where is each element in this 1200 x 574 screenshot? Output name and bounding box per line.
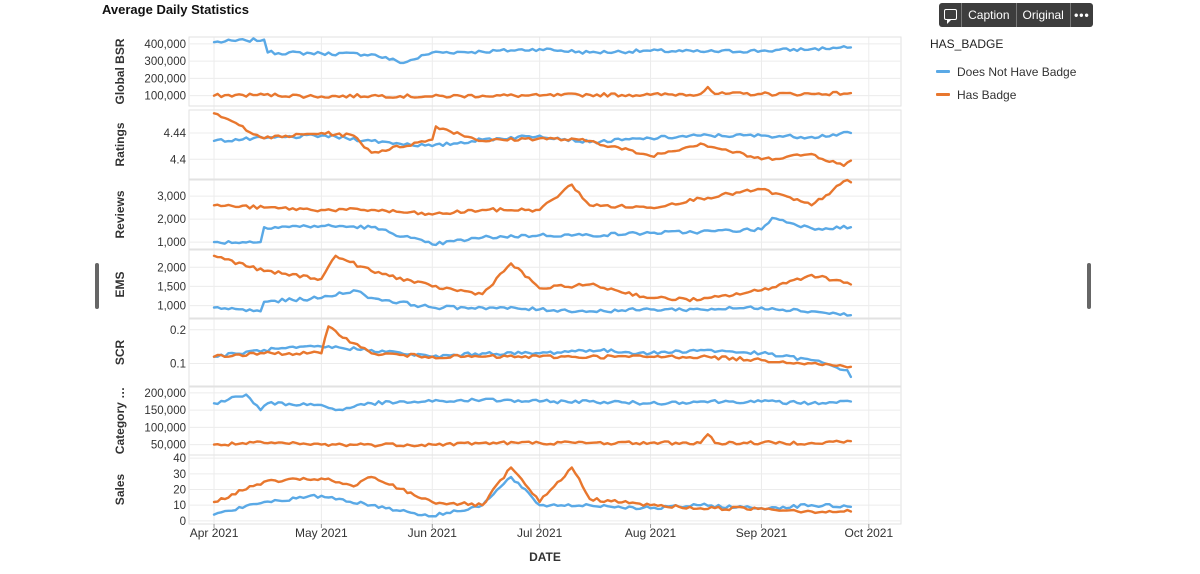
panel-y-label: SCR (113, 340, 127, 366)
y-tick-label: 40 (173, 453, 186, 465)
x-axis-title: DATE (529, 550, 561, 564)
x-tick-label: Jun 2021 (408, 526, 458, 540)
series-line-has-badge (212, 466, 853, 515)
y-tick-label: 150,000 (144, 405, 186, 417)
legend-label-has-badge: Has Badge (957, 87, 1017, 102)
panel-y-label: Category … (113, 387, 127, 454)
y-tick-label: 10 (173, 500, 186, 512)
x-tick-label: Aug 2021 (625, 526, 677, 540)
series-line-has-badge (212, 178, 853, 217)
panel-y-label: Reviews (113, 190, 127, 238)
series-line-has-badge (212, 325, 853, 369)
caption-button[interactable]: Caption (962, 3, 1017, 27)
x-tick-label: Oct 2021 (844, 526, 893, 540)
y-tick-label: 2,000 (157, 214, 186, 226)
y-tick-label: 30 (173, 469, 186, 481)
y-tick-label: 4.4 (170, 154, 187, 166)
y-tick-label: 1,000 (157, 237, 186, 249)
series-line-has-badge (212, 433, 853, 448)
panel-frame (188, 179, 902, 250)
y-tick-label: 50,000 (151, 440, 186, 452)
legend-item-no-badge[interactable]: Does Not Have Badge (930, 60, 1076, 83)
series-line-no-badge (212, 393, 853, 412)
series-line-no-badge (212, 37, 853, 65)
y-tick-label: 0 (180, 516, 186, 528)
x-tick-label: May 2021 (295, 526, 348, 540)
series-line-no-badge (212, 475, 853, 518)
panel-frame (188, 109, 902, 180)
series-line-has-badge (212, 112, 853, 168)
series-line-no-badge (212, 344, 853, 379)
series-line-no-badge (212, 289, 853, 317)
panel-frame (188, 317, 902, 388)
y-tick-label: 3,000 (157, 191, 186, 203)
comment-icon[interactable] (939, 3, 963, 27)
y-tick-label: 0.1 (170, 358, 186, 370)
series-line-has-badge (212, 85, 853, 99)
y-tick-label: 200,000 (144, 388, 186, 400)
legend: HAS_BADGE Does Not Have Badge Has Badge (930, 37, 1076, 106)
panel-frame (188, 36, 902, 107)
y-tick-label: 300,000 (144, 56, 186, 68)
panel-y-label: Ratings (113, 122, 127, 166)
y-tick-label: 100,000 (144, 422, 186, 434)
legend-swatch-has-badge (936, 93, 950, 96)
panel-y-label: EMS (113, 271, 127, 297)
x-tick-label: Sep 2021 (736, 526, 788, 540)
series-line-has-badge (212, 254, 853, 303)
legend-label-no-badge: Does Not Have Badge (957, 64, 1077, 79)
y-tick-label: 200,000 (144, 73, 186, 85)
x-tick-label: Apr 2021 (190, 526, 239, 540)
chart-title: Average Daily Statistics (102, 2, 249, 17)
right-resize-handle[interactable] (1087, 263, 1091, 309)
y-tick-label: 4.44 (164, 128, 187, 140)
panel-y-label: Sales (113, 473, 127, 505)
y-tick-label: 2,000 (157, 262, 186, 274)
more-options-icon[interactable]: ••• (1074, 8, 1090, 22)
y-tick-label: 1,000 (157, 301, 186, 313)
y-tick-label: 20 (173, 485, 186, 497)
original-button[interactable]: Original (1017, 3, 1071, 27)
panel-frame (188, 249, 902, 320)
panel-y-label: Global BSR (113, 38, 127, 104)
chart-toolbar: Caption Original ••• (939, 3, 1093, 27)
x-tick-label: Jul 2021 (517, 526, 563, 540)
y-tick-label: 1,500 (157, 281, 186, 293)
left-resize-handle[interactable] (95, 263, 99, 309)
y-tick-label: 400,000 (144, 39, 186, 51)
legend-item-has-badge[interactable]: Has Badge (930, 83, 1076, 106)
y-tick-label: 100,000 (144, 91, 186, 103)
series-line-no-badge (212, 130, 853, 148)
y-tick-label: 0.2 (170, 325, 186, 337)
series-line-no-badge (212, 216, 853, 247)
legend-swatch-no-badge (936, 70, 950, 73)
legend-title: HAS_BADGE (930, 37, 1004, 51)
